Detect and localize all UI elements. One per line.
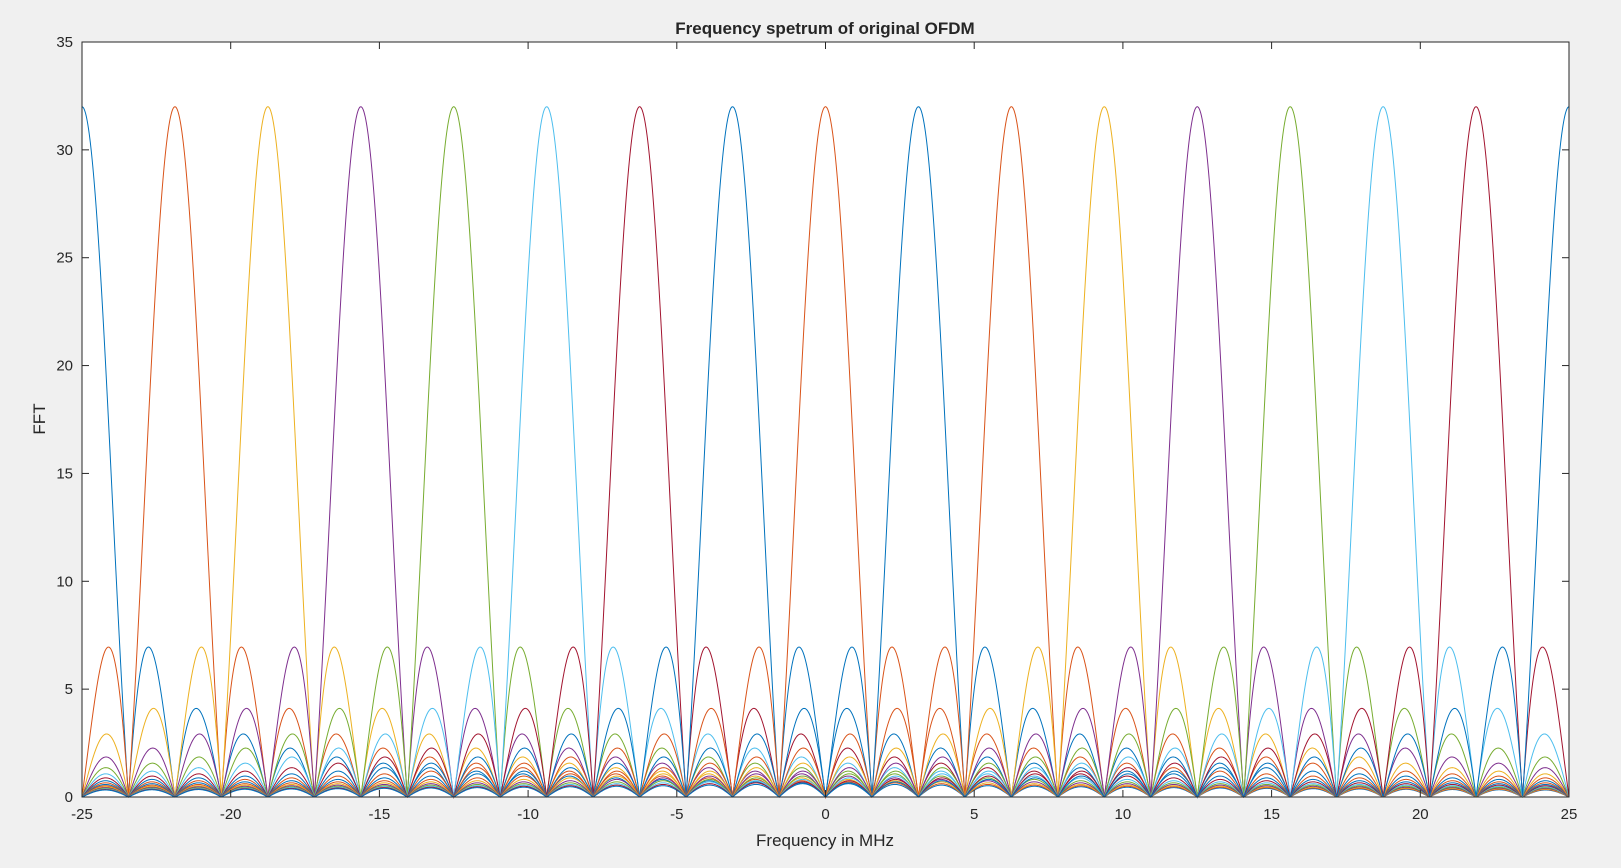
x-tick-label: 15	[1263, 806, 1280, 823]
series-line-9	[81, 106, 1570, 799]
x-tick-label: 5	[970, 806, 978, 823]
y-tick-label: 25	[56, 250, 73, 267]
x-tick-label: 10	[1115, 806, 1132, 823]
x-tick-label: 0	[821, 806, 829, 823]
x-axis-label: Frequency in MHz	[756, 831, 894, 850]
y-tick-label: 10	[56, 573, 73, 590]
y-axis-label: FFT	[30, 403, 49, 434]
y-tick-label: 30	[56, 142, 73, 159]
y-tick-label: 20	[56, 358, 73, 375]
x-tick-label: 25	[1561, 806, 1578, 823]
y-tick-label: 0	[65, 789, 73, 806]
y-tick-label: 35	[56, 34, 73, 51]
plot-area[interactable]	[82, 42, 1569, 797]
chart-title: Frequency spetrum of original OFDM	[675, 19, 974, 38]
y-tick-label: 15	[56, 465, 73, 482]
tick-layer: -25 -20 -15 -10 -5 0 5 10 15 20 25 0 5 10 15 20 25 30 35	[56, 34, 1577, 823]
x-tick-label: -20	[220, 806, 242, 823]
x-tick-label: 20	[1412, 806, 1429, 823]
x-tick-label: -5	[670, 806, 683, 823]
y-tick-label: 5	[65, 681, 73, 698]
x-tick-label: -15	[369, 806, 391, 823]
x-tick-label: -25	[71, 806, 93, 823]
x-tick-label: -10	[517, 806, 539, 823]
